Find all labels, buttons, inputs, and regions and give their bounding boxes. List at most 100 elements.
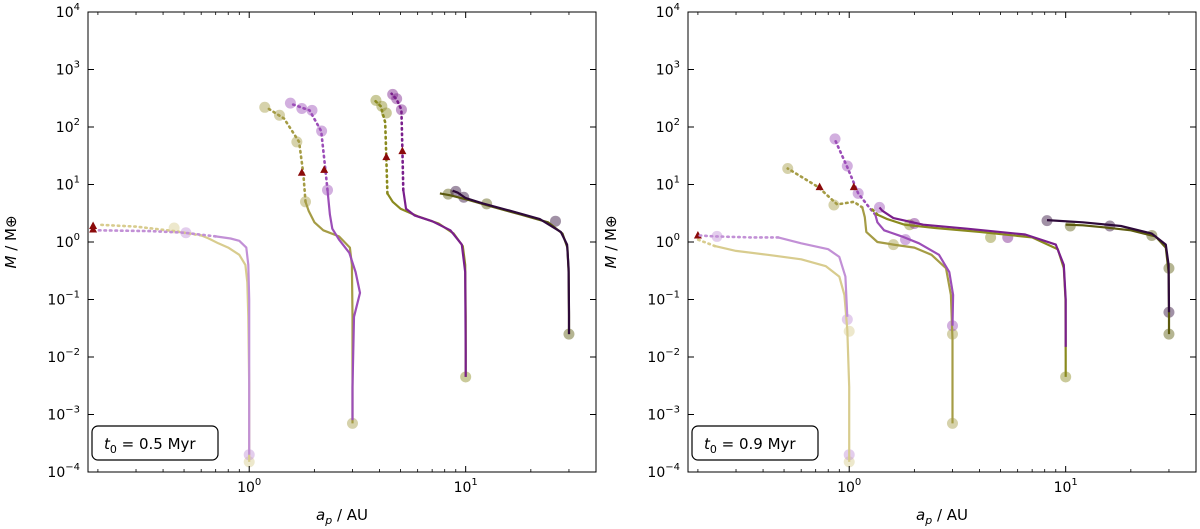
data-point [306,104,318,116]
tick-base: 10 [56,5,74,21]
tick-base: 10 [47,465,65,481]
tick-base: 10 [56,63,74,79]
tick-exponent: −4 [665,462,680,473]
y-label-symbol: M [602,256,620,269]
series-dotted-line [390,92,405,192]
annotation-subscript: 0 [110,443,117,456]
series-dotted-line [373,99,389,195]
tick-exponent: −3 [65,405,80,416]
series-4 [289,102,362,421]
x-label-unit: / AU [332,506,368,524]
tick-exponent: −1 [665,290,680,301]
time-annotation: t0 = 0.9 Myr [691,425,819,461]
series-line [215,235,251,455]
triangle-marker [398,146,407,155]
series-line [1046,219,1171,313]
annotation-text: t0 = 0.9 Myr [704,435,796,456]
y-tick-label: 103 [56,60,80,79]
tick-exponent: −2 [65,347,80,358]
tick-base: 10 [47,293,65,309]
triangle-marker [849,182,858,191]
series-dotted-line [289,102,329,192]
y-label-unit: / M⊕ [2,215,20,255]
series-line [874,214,955,326]
y-tick-label: 102 [656,117,680,136]
y-tick-label: 104 [656,2,680,21]
series-6 [878,206,1067,347]
tick-exponent: 0 [674,232,680,243]
data-point [346,417,358,429]
annotation-symbol: t [704,435,711,453]
data-point [843,325,855,337]
x-axis-label: ap / AU [316,506,368,527]
y-tick-label: 10−3 [47,405,80,424]
series-dotted-line [868,206,879,216]
panel-2: 100 10110−410−310−210−1100101102103104ap … [602,2,1197,527]
tick-exponent: 1 [674,175,680,186]
tick-exponent: 2 [74,117,80,128]
triangle-marker [89,224,98,233]
annotation-value: = 0.5 Myr [117,435,197,453]
tick-exponent: 1 [1071,477,1077,488]
x-tick-label: 100 [237,477,261,496]
y-tick-label: 10−2 [647,347,680,366]
y-tick-label: 10−3 [647,405,680,424]
triangle-marker [815,182,824,191]
tick-base: 10 [454,480,472,496]
series-dotted-line [696,234,780,239]
tick-base: 10 [47,408,65,424]
y-tick-label: 10−1 [47,290,80,309]
annotation-box [91,425,219,461]
tick-exponent: −1 [65,290,80,301]
tick-exponent: −3 [665,405,680,416]
tick-base: 10 [656,120,674,136]
tick-base: 10 [56,120,74,136]
series-dotted-line [696,238,717,248]
annotation-text: t0 = 0.5 Myr [104,435,196,456]
x-label-symbol: a [316,506,325,524]
y-tick-label: 10−4 [47,462,80,481]
triangle-marker [297,168,306,176]
tick-base: 10 [656,235,674,251]
x-label-unit: / AU [932,506,968,524]
plot-area [688,12,1196,472]
series-dotted-line [264,106,307,204]
y-tick-label: 102 [56,117,80,136]
x-tick-label: 100 [837,477,861,496]
x-label-symbol: a [916,506,925,524]
series-2 [89,224,251,455]
y-tick-label: 100 [56,232,80,251]
x-tick-label: 101 [454,477,478,496]
data-point [829,133,841,145]
series-line [402,189,467,377]
series-5-dots [904,219,1072,383]
tick-base: 10 [1054,480,1072,496]
tick-exponent: 4 [74,2,80,13]
data-point [259,101,271,113]
x-axis-label: ap / AU [916,506,968,527]
y-axis-label: M / M⊕ [2,215,20,268]
data-point [1064,220,1076,232]
tick-base: 10 [647,293,665,309]
series-line [326,189,362,421]
tick-base: 10 [647,465,665,481]
tick-exponent: 3 [674,60,680,71]
series-2 [696,234,849,317]
annotation-subscript: 0 [710,443,717,456]
series-dotted-line [786,167,864,209]
x-label-subscript: p [324,514,332,527]
panel-1: 100 10110−410−310−210−1100101102103104ap … [2,2,597,527]
tick-exponent: 1 [471,477,477,488]
tick-base: 10 [656,63,674,79]
tick-exponent: 2 [674,117,680,128]
series-5-dots [370,94,472,383]
y-tick-label: 10−4 [647,462,680,481]
tick-exponent: 0 [74,232,80,243]
series-layer [89,88,575,468]
data-point [550,215,562,227]
series-line [878,206,1067,347]
series-6 [390,92,467,377]
tick-base: 10 [237,480,255,496]
tick-base: 10 [647,350,665,366]
